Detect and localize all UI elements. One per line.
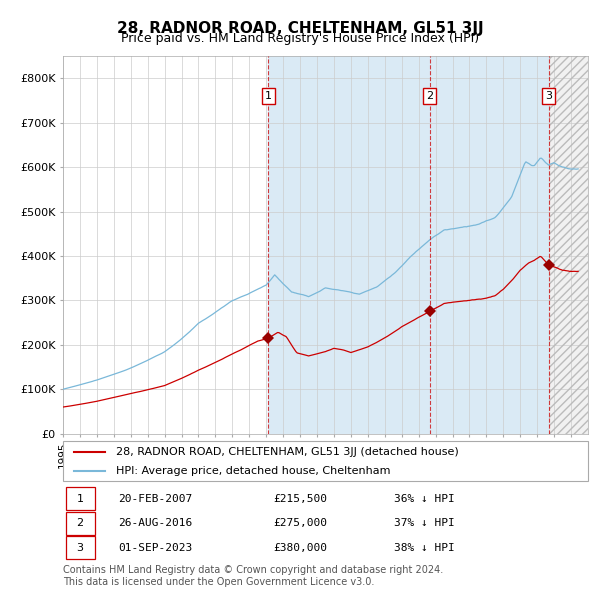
Text: Contains HM Land Registry data © Crown copyright and database right 2024.
This d: Contains HM Land Registry data © Crown c… — [63, 565, 443, 587]
Bar — [65, 536, 95, 559]
Text: HPI: Average price, detached house, Cheltenham: HPI: Average price, detached house, Chel… — [115, 466, 390, 476]
Text: 28, RADNOR ROAD, CHELTENHAM, GL51 3JJ (detached house): 28, RADNOR ROAD, CHELTENHAM, GL51 3JJ (d… — [115, 447, 458, 457]
Text: 28, RADNOR ROAD, CHELTENHAM, GL51 3JJ: 28, RADNOR ROAD, CHELTENHAM, GL51 3JJ — [116, 21, 484, 35]
Text: 2: 2 — [426, 91, 433, 101]
Text: 38% ↓ HPI: 38% ↓ HPI — [394, 543, 455, 553]
Text: Price paid vs. HM Land Registry's House Price Index (HPI): Price paid vs. HM Land Registry's House … — [121, 32, 479, 45]
Text: 3: 3 — [545, 91, 552, 101]
Text: 2: 2 — [77, 519, 83, 528]
Bar — [548, 56, 588, 434]
Text: 20-FEB-2007: 20-FEB-2007 — [118, 494, 193, 504]
Text: 37% ↓ HPI: 37% ↓ HPI — [394, 519, 455, 528]
Bar — [65, 512, 95, 535]
Text: £380,000: £380,000 — [273, 543, 327, 553]
Bar — [65, 487, 95, 510]
Text: 36% ↓ HPI: 36% ↓ HPI — [394, 494, 455, 504]
Text: 26-AUG-2016: 26-AUG-2016 — [118, 519, 193, 528]
Bar — [548, 56, 588, 434]
Text: £275,000: £275,000 — [273, 519, 327, 528]
Text: £215,500: £215,500 — [273, 494, 327, 504]
Text: 01-SEP-2023: 01-SEP-2023 — [118, 543, 193, 553]
Text: 1: 1 — [265, 91, 272, 101]
Bar — [268, 56, 548, 434]
Text: 3: 3 — [77, 543, 83, 553]
Text: 1: 1 — [77, 494, 83, 504]
